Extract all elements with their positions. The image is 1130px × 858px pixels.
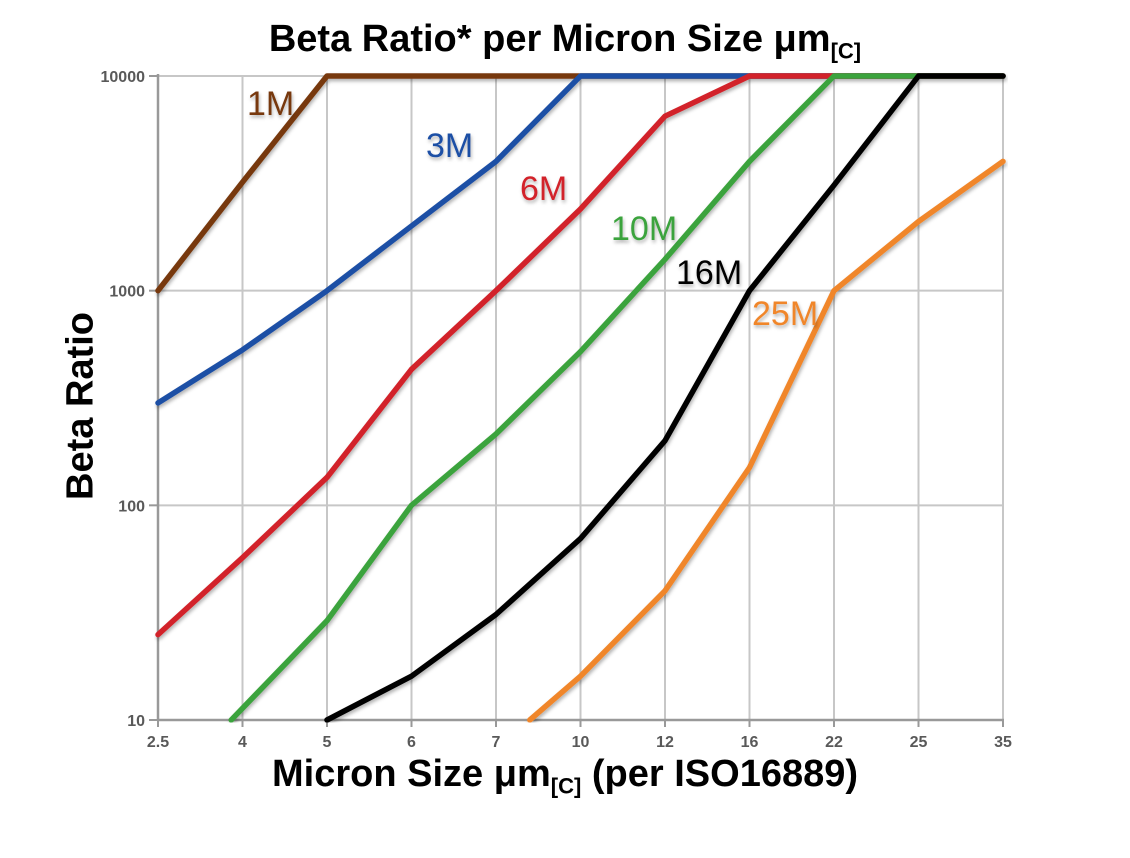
chart-title-subscript: [C] [830, 38, 862, 64]
series-labels: 1M 3M 6M 10M 16M 25M [247, 85, 818, 333]
chart-title-text: Beta Ratio* per Micron Size μm [268, 18, 831, 60]
series-label-10m: 10M [611, 210, 677, 248]
x-tick-label: 35 [994, 734, 1012, 751]
gridlines [158, 75, 1004, 720]
chart-title: Beta Ratio* per Micron Size μm[C] [0, 18, 1130, 64]
series-lines [155, 73, 1006, 723]
y-tick-label: 10 [127, 713, 145, 730]
x-axis-title-text: Micron Size μm [271, 753, 551, 795]
series-label-6m: 6M [520, 170, 567, 208]
x-tick-label: 6 [407, 734, 416, 751]
x-tick-label: 12 [656, 734, 674, 751]
series-line-6m [155, 73, 1006, 638]
x-axis-title-suffix: (per ISO16889) [581, 753, 859, 795]
y-axis-title: Beta Ratio [59, 312, 102, 500]
x-tick-label: 25 [910, 734, 928, 751]
series-line-25m [527, 158, 1006, 723]
series-label-16m: 16M [676, 254, 742, 292]
x-tick-label: 4 [238, 734, 247, 751]
y-tick-label: 1000 [109, 284, 145, 301]
x-tick-label: 5 [323, 734, 332, 751]
x-tick-label: 7 [492, 734, 501, 751]
tick-labels: 2.5 4 5 6 7 10 12 16 22 25 35 10 100 1000 10000 [101, 69, 1013, 751]
series-line-3m [155, 73, 1006, 406]
x-tick-label: 2.5 [147, 734, 169, 751]
series-label-25m: 25M [752, 295, 818, 333]
x-tick-label: 16 [741, 734, 759, 751]
x-axis-title-subscript: [C] [550, 773, 582, 799]
series-line-16m [324, 73, 1006, 723]
x-axis-title: Micron Size μm[C] (per ISO16889) [0, 753, 1130, 799]
y-tick-label: 100 [118, 498, 145, 515]
x-tick-label: 10 [572, 734, 590, 751]
x-tick-label: 22 [825, 734, 843, 751]
y-tick-label: 10000 [101, 69, 146, 86]
series-line-10m [228, 73, 1006, 723]
series-label-1m: 1M [247, 85, 294, 123]
series-label-3m: 3M [426, 127, 473, 165]
